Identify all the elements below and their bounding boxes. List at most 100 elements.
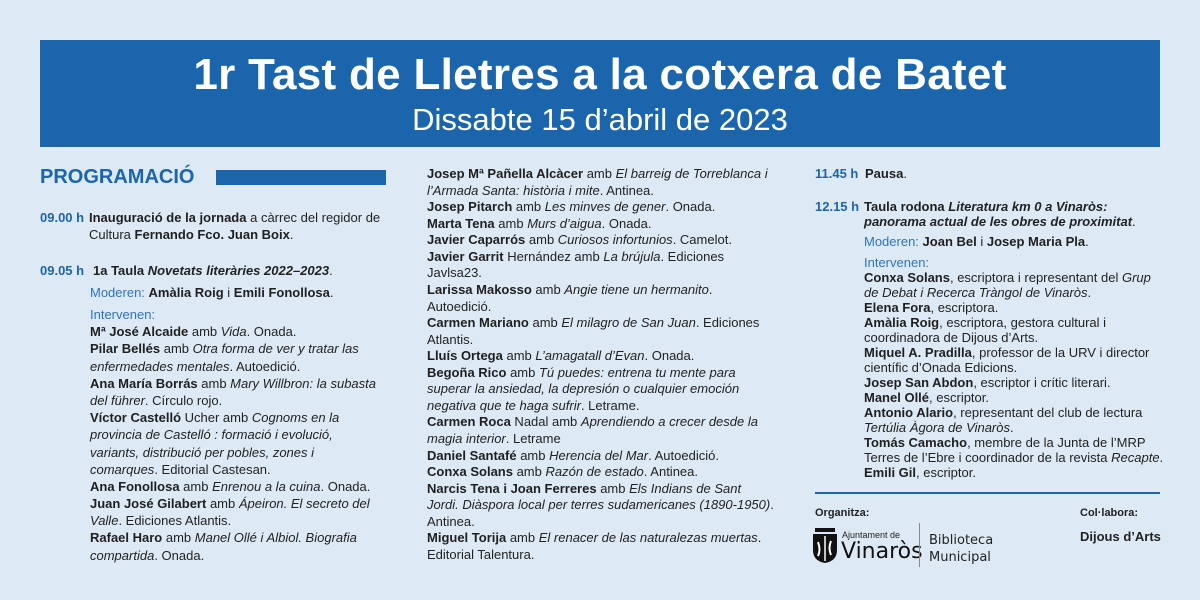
title-text: Murs d’aigua (527, 215, 602, 231)
plain-text: . Ediciones Atlantis. (118, 513, 232, 529)
title-text: Manel Ollé i Albiol. Biografia (194, 530, 357, 546)
plain-text: amb (197, 375, 231, 391)
text-line: Narcis Tena i Joan Ferreres amb Els Indi… (427, 481, 774, 498)
text-line: Cultura Fernando Fco. Juan Boix. (89, 226, 380, 243)
title-text: L’amagatall d’Evan (535, 348, 645, 364)
text-line: Intervenen: (864, 255, 1163, 270)
plain-text: Cultura (89, 227, 135, 242)
round-table-block: Taula rodona Literatura km 0 a Vinaròs: p… (864, 199, 1136, 229)
plain-text: . (329, 263, 333, 278)
library-line1: Biblioteca (929, 533, 994, 548)
heading-bar (216, 170, 386, 185)
text-line: Jordi. Diàspora local per terres sudamer… (427, 497, 774, 514)
plain-text: . (757, 530, 762, 546)
plain-text: . Círculo rojo. (144, 392, 223, 408)
logo-small-text: Ajuntament de (842, 530, 901, 540)
plain-text: amb (206, 496, 239, 512)
plain-text: amb (502, 348, 536, 364)
title-text: El barreig de Torreblanca i (615, 166, 768, 181)
title-text: Valle (90, 513, 119, 529)
time-0905: 09.05 h (40, 263, 85, 278)
name-text: Mª José Alcaide (90, 324, 189, 340)
plain-text: Autoedició. (427, 298, 492, 314)
text-line: Carmen Mariano amb El milagro de San Jua… (427, 315, 774, 332)
vinaros-logo: Ajuntament de Vinaròs Biblioteca Municip… (812, 523, 994, 568)
first-table-block: 1a Taula Novetats literàries 2022–2023. (93, 262, 333, 279)
plain-text: . Antinea. (599, 182, 654, 198)
title-text: l’Armada Santa: història i mite (427, 182, 600, 198)
text-line: Intervenen: (90, 306, 376, 323)
name-text: Lluís Ortega (427, 348, 503, 364)
plain-text: . Antinea. (643, 464, 698, 480)
name-text: Rafael Haro (90, 530, 163, 546)
title-text: Aprendiendo a crecer desde la (580, 414, 758, 430)
title-text: El milagro de San Juan (561, 315, 696, 331)
plain-text: amb (506, 364, 539, 380)
name-text: Emili Fonollosa (233, 285, 330, 300)
text-line: Miguel Torija amb El renacer de las natu… (427, 530, 774, 547)
text-line: Mª José Alcaide amb Vida. Onada. (90, 323, 376, 340)
text-line: negativa que te haga sufrir. Letrame. (427, 398, 774, 415)
text-line: provincia de Castelló : formació i evolu… (90, 426, 376, 443)
text-line: Begoña Rico amb Tú puedes: entrena tu me… (427, 365, 774, 382)
text-line: Emili Gil, escriptor. (864, 465, 1163, 480)
text-line: Inauguració de la jornada a càrrec del r… (89, 209, 380, 226)
name-text: Narcis Tena i Joan Ferreres (427, 480, 597, 496)
plain-text: . Autoedició. (648, 447, 719, 463)
name-text: Carmen Roca (427, 414, 511, 430)
text-line: Josep San Abdon, escriptor i crític lite… (864, 375, 1163, 390)
plain-text: amb (188, 324, 221, 340)
logo-divider (919, 523, 920, 567)
plain-text: . Onada. (601, 215, 652, 231)
title-text: de Debat i Recerca Tràngol de Vinaròs (864, 285, 1088, 300)
plain-text: . Ediciones (660, 248, 725, 264)
text-line: Antinea. (427, 514, 774, 531)
plain-text: . (289, 227, 294, 242)
plain-text: amb (512, 464, 546, 480)
footer-divider (815, 492, 1160, 494)
title-text: Tertúlia Àgora de Vinaròs (864, 420, 1010, 435)
title-text: Ápeiron. El secreto del (238, 496, 370, 512)
title-text: Enrenou a la cuina (212, 478, 321, 494)
name-text: Larissa Makosso (427, 281, 532, 297)
plain-text: amb (525, 232, 558, 248)
name-text: Javier Garrit (427, 248, 504, 264)
inauguration-block: Inauguració de la jornada a càrrec del r… (89, 209, 380, 243)
plain-text: amb (506, 530, 539, 546)
plain-text: amb (596, 480, 630, 496)
plain-text: . (1087, 285, 1092, 300)
plain-text: Ucher amb (181, 410, 252, 426)
text-line: Tertúlia Àgora de Vinaròs. (864, 420, 1163, 435)
text-line: Daniel Santafé amb Herencia del Mar. Aut… (427, 448, 774, 465)
name-text: Manel Ollé (864, 390, 930, 405)
name-text: Josep San Abdon (864, 375, 974, 390)
title-text: Cognoms en la (251, 410, 340, 426)
programme-heading: PROGRAMACIÓ (40, 166, 195, 188)
name-text: Josep Mª Pañella Alcàcer (427, 166, 584, 181)
text-line: Tomás Camacho, membre de la Junta de l’M… (864, 435, 1163, 450)
text-line: Pilar Bellés amb Otra forma de ver y tra… (90, 340, 376, 357)
plain-text: . Ediciones (695, 315, 760, 331)
text-line: Terres de l’Ebre i coordinador de la rev… (864, 450, 1163, 465)
text-line: coordinadora de Dijous d’Arts. (864, 330, 1163, 345)
plain-text: , escriptora. (930, 300, 999, 315)
text-line: Javier Caparrós amb Curiosos infortunios… (427, 232, 774, 249)
plain-text: amb (179, 478, 213, 494)
plain-text: amb (512, 199, 545, 215)
name-text: Pilar Bellés (90, 341, 161, 357)
page-subtitle: Dissabte 15 d’abril de 2023 (412, 102, 788, 137)
title-text: Els Indians de Sant (629, 480, 742, 496)
title-text: Herencia del Mar (549, 447, 649, 463)
plain-text: , professor de la URV i director (971, 345, 1150, 360)
time-1145: 11.45 h (815, 166, 859, 181)
plain-text: amb (531, 281, 565, 297)
text-line: compartida. Onada. (90, 547, 376, 564)
name-text: Josep Maria Pla (986, 234, 1086, 249)
title-text: enfermedades mentales (90, 358, 230, 374)
plain-text: . Editorial Castesan. (154, 461, 271, 477)
plain-text: amb (583, 166, 616, 181)
plain-text: . (1132, 214, 1136, 229)
text-line: 1a Taula Novetats literàries 2022–2023. (93, 262, 333, 279)
name-text: Elena Fora (864, 300, 931, 315)
name-text: Amàlia Roig (148, 285, 224, 300)
